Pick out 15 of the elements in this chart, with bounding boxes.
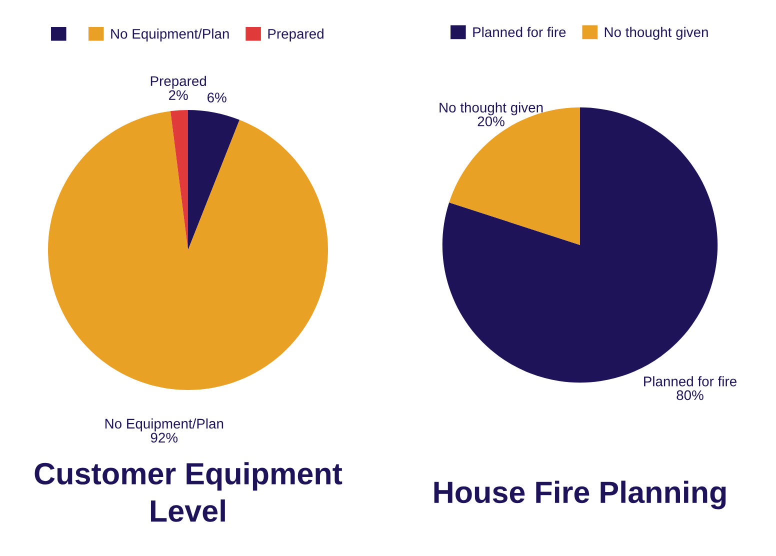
slice-label: No Equipment/Plan (105, 418, 224, 432)
data-label: 80% (676, 390, 704, 400)
legend-label: Planned for fire (473, 26, 566, 38)
data-label: 6% (208, 92, 226, 102)
legend-label: No Equipment/Plan (111, 28, 229, 42)
legend-label: No thought given (604, 26, 708, 40)
text: Customer Equipment Level (34, 462, 342, 522)
slice-label: No thought given (440, 102, 543, 116)
text: House Fire Planning (434, 480, 726, 510)
data-label: 2% (168, 90, 188, 100)
legend-label: Prepared (268, 28, 324, 42)
slice-label: Prepared (150, 76, 206, 89)
slice-label: Planned for fire (644, 376, 736, 386)
data-label: 92% (150, 432, 178, 443)
data-label: 20% (478, 116, 504, 126)
